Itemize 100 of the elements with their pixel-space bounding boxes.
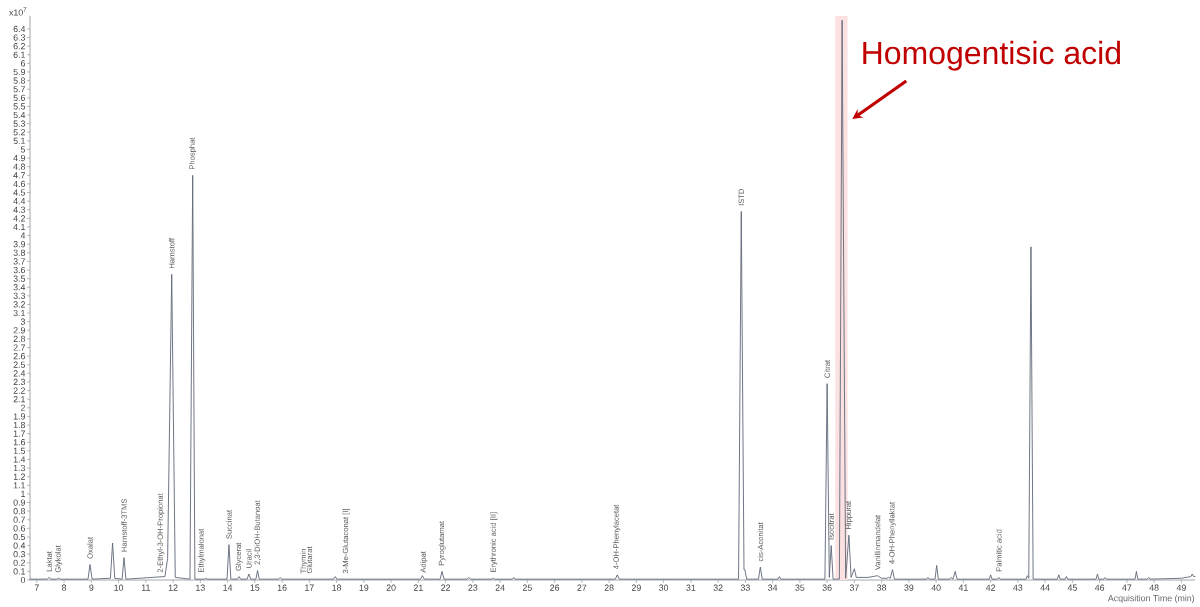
y-tick-label: 0.8 — [13, 508, 26, 515]
line-series — [29, 19, 1196, 580]
x-tick-label: 19 — [359, 584, 369, 591]
x-tick-label: 15 — [250, 584, 260, 591]
x-tick-label: 20 — [386, 584, 396, 591]
x-tick-label: 13 — [196, 584, 205, 591]
y-tick-label: 5.8 — [13, 77, 26, 84]
y-tick-label: 6 — [20, 60, 26, 67]
x-tick-label: 33 — [740, 584, 750, 591]
x-tick-label: 49 — [1176, 584, 1186, 591]
y-tick-label: 1.1 — [13, 482, 25, 489]
y-tick-label: 2.8 — [13, 335, 26, 343]
x-tick-label: 29 — [631, 584, 641, 591]
x-tick-label: 9 — [89, 584, 94, 591]
y-tick-label: 1.7 — [13, 430, 25, 437]
y-tick-label: 0.5 — [13, 533, 26, 541]
x-tick-label: 11 — [141, 584, 150, 591]
x-tick-label: 25 — [522, 584, 532, 591]
y-tick-label: 1 — [21, 490, 25, 497]
y-tick-label: 4.1 — [13, 223, 25, 230]
x-tick-label: 7 — [34, 584, 39, 591]
y-tick-label: 0.7 — [13, 516, 25, 523]
y-tick-label: 5.2 — [13, 129, 25, 136]
x-tick-label: 46 — [1094, 584, 1105, 591]
x-tick-label: 35 — [795, 584, 805, 591]
y-tick-label: 4 — [20, 232, 26, 239]
y-tick-label: 4.7 — [13, 172, 25, 179]
y-tick-label: 4.9 — [13, 154, 25, 162]
y-tick-label: 2.7 — [13, 344, 25, 351]
x-tick-label: 16 — [277, 584, 287, 591]
y-tick-label: 6.4 — [13, 25, 26, 33]
x-tick-label: 39 — [904, 584, 914, 591]
y-tick-label: 0.1 — [13, 568, 25, 575]
y-tick-label: 5.1 — [13, 137, 25, 144]
x-tick-label: 24 — [495, 584, 505, 591]
y-tick-label: 2.5 — [13, 361, 26, 368]
x-tick-label: 45 — [1067, 584, 1077, 591]
x-tick-label: 37 — [849, 584, 859, 591]
y-tick-label: 6.2 — [13, 43, 25, 50]
y-tick-label: 3.8 — [13, 249, 26, 256]
x-tick-label: 23 — [468, 584, 478, 591]
y-tick-label: 0.3 — [13, 551, 26, 558]
y-tick-label: 3.7 — [13, 258, 25, 265]
x-tick-label: 12 — [168, 584, 178, 591]
x-tick-label: 43 — [1013, 584, 1023, 591]
y-tick-label: 3.1 — [13, 309, 25, 317]
y-tick-label: 5.7 — [13, 86, 25, 93]
x-axis-title: Acquisition Time (min) — [1107, 594, 1195, 603]
x-tick-label: 21 — [413, 584, 423, 591]
y-tick-label: 5.4 — [13, 111, 26, 119]
y-tick-label: 2.2 — [13, 387, 25, 394]
y-tick-label: 0 — [20, 576, 26, 584]
x-tick-label: 10 — [114, 584, 124, 591]
y-tick-label: 0.4 — [13, 542, 26, 549]
y-tick-label: 1.3 — [13, 464, 26, 472]
y-tick-label: 4.8 — [13, 163, 26, 170]
x-tick-label: 36 — [822, 584, 832, 591]
y-tick-label: 0.9 — [13, 499, 25, 506]
x-tick-label: 17 — [305, 584, 314, 591]
y-tick-label: 3 — [20, 318, 26, 325]
y-tick-label: 6.3 — [13, 34, 26, 41]
y-tick-label: 1.8 — [13, 421, 26, 429]
x-tick-label: 14 — [223, 584, 233, 591]
x-tick-label: 34 — [768, 584, 778, 591]
y-tick-label: 1.9 — [13, 413, 25, 420]
x-tick-label: 22 — [441, 584, 451, 591]
x-tick-label: 48 — [1149, 584, 1159, 591]
x-tick-label: 38 — [877, 584, 887, 591]
x-tick-label: 28 — [604, 584, 614, 591]
y-tick-label: 5.5 — [13, 103, 26, 110]
y-tick-label: 2.6 — [13, 353, 26, 360]
x-tick-label: 18 — [332, 584, 342, 591]
y-tick-label: 1.6 — [13, 439, 26, 446]
x-tick-label: 47 — [1122, 584, 1132, 591]
x-tick-label: 32 — [713, 584, 723, 591]
y-tick-label: 0.6 — [13, 525, 26, 532]
y-tick-label: 4.5 — [13, 189, 26, 196]
y-tick-label: 4.2 — [13, 215, 25, 222]
x-tick-label: 27 — [577, 584, 587, 591]
y-tick-label: 2.9 — [13, 327, 25, 334]
x-tick-label: 30 — [659, 584, 669, 591]
x-tick-label: 40 — [931, 584, 941, 591]
x-tick-label: 31 — [686, 584, 696, 591]
x-tick-label: 26 — [550, 584, 560, 591]
y-tick-label: 1.2 — [13, 473, 25, 480]
y-tick-label: 5.3 — [13, 120, 26, 127]
text: x10$^{7}$ — [9, 7, 27, 16]
annotation: Homogentisic acid — [863, 40, 1121, 71]
y-tick-label: 5.6 — [13, 94, 26, 101]
y-tick-label: 3.3 — [13, 292, 26, 299]
x-tick-label: 42 — [985, 584, 996, 591]
y-tick-label: 3.9 — [13, 241, 25, 248]
y-tick-label: 0.2 — [13, 559, 25, 566]
y-tick-label: 1.4 — [13, 456, 26, 463]
y-tick-label: 3.6 — [13, 266, 26, 274]
y-tick-label: 6.1 — [13, 51, 25, 58]
y-tick-label: 5.9 — [13, 68, 25, 76]
y-tick-label: 2 — [20, 404, 25, 411]
x-tick-label: 8 — [62, 584, 67, 591]
y-tick-label: 1.5 — [13, 447, 26, 454]
